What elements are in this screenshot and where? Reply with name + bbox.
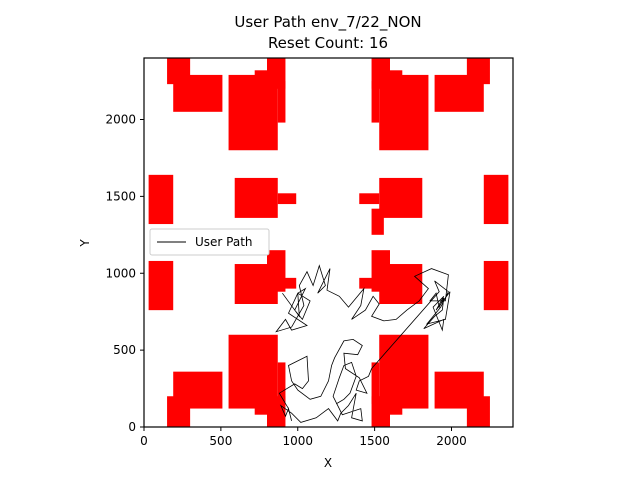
obstacle-1 (173, 74, 223, 112)
obstacle-36 (371, 362, 380, 404)
chart-title: User Path env_7/22_NON (234, 13, 421, 32)
obstacle-7 (371, 81, 380, 123)
legend-label-user-path: User Path (195, 235, 253, 249)
legend-box (149, 228, 270, 256)
x-axis: 0 500 1000 1500 2000 (140, 427, 467, 448)
obstacle-13 (234, 177, 278, 218)
obstacle-12 (148, 174, 174, 225)
obstacle-11 (466, 58, 490, 85)
x-tick-label-2000: 2000 (436, 434, 467, 448)
x-tick-label-500: 500 (209, 434, 232, 448)
x-axis-label: X (324, 456, 332, 470)
obstacle-38 (466, 396, 490, 427)
legend: User Path (149, 228, 270, 256)
x-tick-label-1500: 1500 (359, 434, 390, 448)
obstacle-22 (277, 277, 297, 289)
y-tick-label-2000: 2000 (105, 113, 136, 127)
y-axis-label: Y (78, 239, 92, 248)
chart-subtitle: Reset Count: 16 (268, 34, 388, 52)
axes-frame (143, 57, 514, 428)
y-tick-label-1500: 1500 (105, 189, 136, 203)
obstacle-30 (277, 362, 286, 404)
y-tick-label-0: 0 (128, 420, 136, 434)
obstacle-5 (277, 81, 286, 123)
y-tick-label-1000: 1000 (105, 266, 136, 280)
obstacle-23 (359, 277, 380, 289)
x-tick-label-1000: 1000 (282, 434, 313, 448)
obstacle-14 (277, 193, 297, 205)
series-line-user-path (275, 264, 451, 423)
x-tick-label-0: 0 (140, 434, 148, 448)
y-tick-label-500: 500 (113, 343, 136, 357)
obstacle-32 (167, 396, 191, 427)
obstacle-15 (359, 193, 380, 205)
obstacle-26 (483, 260, 509, 311)
path-layer (275, 264, 451, 423)
obstacle-layer (148, 58, 509, 427)
obstacle-17 (379, 177, 423, 218)
obstacle-18 (483, 174, 509, 225)
obstacle-9 (379, 70, 403, 89)
y-axis: 0 500 1000 1500 2000 (105, 113, 144, 434)
obstacle-19 (148, 260, 174, 311)
obstacle-25 (379, 264, 423, 304)
